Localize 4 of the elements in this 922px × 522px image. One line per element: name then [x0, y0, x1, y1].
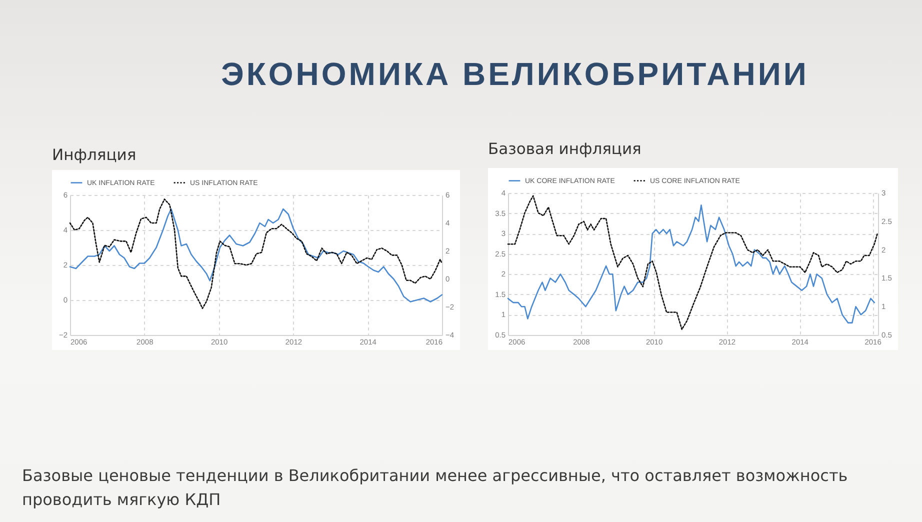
text: ЭКОНОМИКА ВЕЛИКОБРИТАНИИ	[220, 56, 810, 93]
chart-title: Базовая инфляция	[488, 140, 642, 160]
chart-title: Инфляция	[52, 146, 138, 166]
text: Базовые ценовые тенденции в Великобритании менее агрессивные, что оставляет возможность проводить мягкую КДП	[22, 465, 849, 511]
